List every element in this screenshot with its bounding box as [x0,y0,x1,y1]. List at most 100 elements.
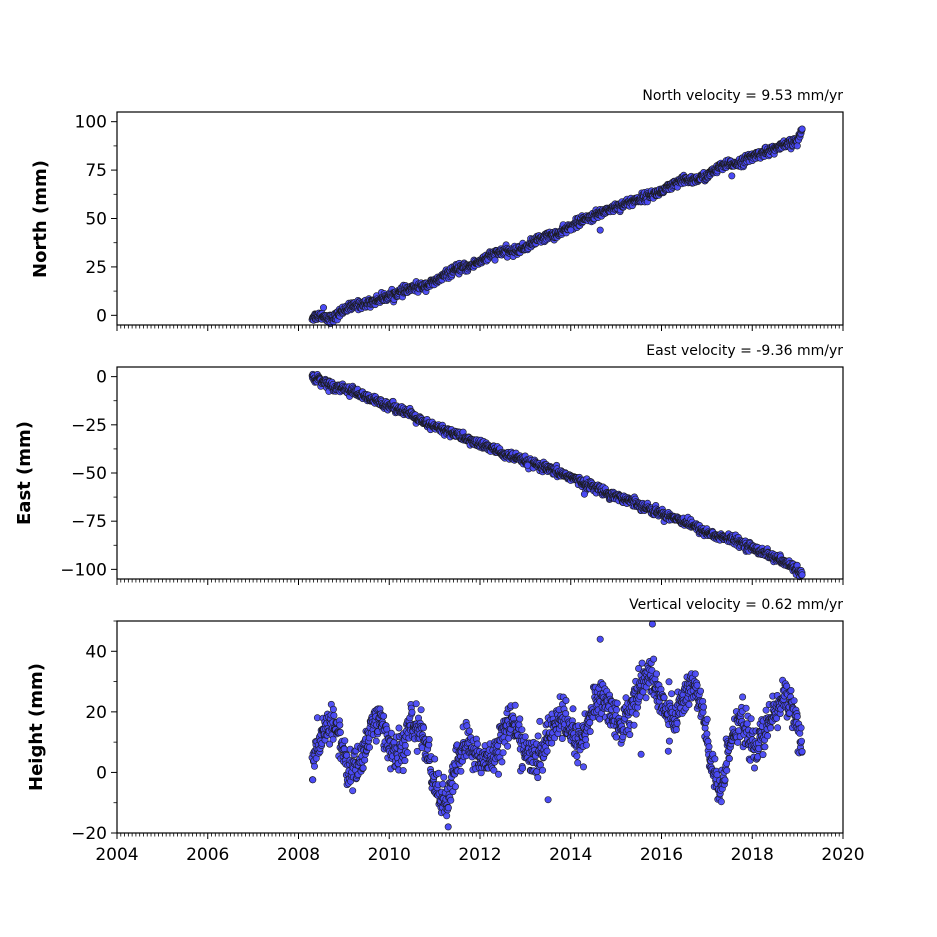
east-points [308,370,806,581]
height-data-point [774,724,782,732]
north-outlier-point [728,172,736,180]
east-ylabel: East (mm) [14,421,35,525]
x-tick-label: 2008 [277,845,320,865]
height-data-point [734,738,742,746]
height-data-point [703,730,711,738]
north-panel: North velocity = 9.53 mm/yr 0 25 50 75 100 N… [30,88,844,331]
height-data-point [444,804,452,812]
height-outlier-point [544,796,552,804]
x-tick-label: 2012 [458,845,501,865]
north-y-tick-label: 75 [85,161,107,181]
height-y-tick-label: 20 [85,703,107,723]
height-data-point [759,751,767,759]
north-y-tick-label: 0 [96,306,107,326]
height-data-point [443,812,451,820]
north-y-tick-label: 100 [75,113,107,133]
height-data-point [511,701,519,709]
east-panel: East velocity = -9.36 mm/yr −100 −75 −50 −2… [14,343,844,585]
height-data-point [365,743,373,751]
north-velocity-title: North velocity = 9.53 mm/yr [642,88,843,104]
height-data-point [401,757,409,765]
height-data-point [691,670,699,678]
x-tick-label: 2020 [821,845,864,865]
east-data-point [798,571,806,579]
height-data-point [582,741,590,749]
height-data-point [359,764,367,772]
height-data-point [673,719,681,727]
east-ticks: −100 −75 −50 −25 0 [60,368,844,585]
height-data-point [713,771,721,779]
height-data-point [310,762,318,770]
height-y-tick-label: −20 [71,824,107,844]
height-data-point [516,715,524,723]
east-y-tick-label: −25 [71,416,107,436]
height-data-point [399,767,407,775]
height-data-point [539,766,547,774]
height-data-point [747,715,755,723]
east-y-tick-label: −75 [71,512,107,532]
height-data-point [574,759,582,767]
height-data-point [668,690,676,698]
east-velocity-title: East velocity = -9.36 mm/yr [646,343,843,359]
x-tick-label: 2004 [95,845,138,865]
height-data-point [638,659,646,667]
height-data-point [309,776,317,784]
height-data-point [534,774,542,782]
height-data-point [767,724,775,732]
height-data-point [699,703,707,711]
height-data-point [626,731,634,739]
height-data-point [395,724,403,732]
east-y-tick-label: −100 [60,560,107,580]
height-data-point [613,699,621,707]
height-data-point [425,735,433,743]
height-data-point [519,764,527,772]
height-data-point [431,755,439,763]
vertical-velocity-title: Vertical velocity = 0.62 mm/yr [629,597,843,613]
height-data-point [451,783,459,791]
height-data-point [790,697,798,705]
height-data-point [420,724,428,732]
height-data-point [717,798,725,806]
x-tick-label: 2006 [186,845,229,865]
height-data-point [703,715,711,723]
height-data-point [499,749,507,757]
height-data-point [498,758,506,766]
north-data-point [491,256,499,264]
height-data-point [336,721,344,729]
north-outlier-point [319,304,327,312]
height-panel: Vertical velocity = 0.62 mm/yr −20 0 20 40 2… [26,597,865,865]
height-data-point [642,694,650,702]
north-ylabel: North (mm) [30,160,51,278]
height-data-point [750,764,758,772]
east-y-tick-label: 0 [96,368,107,388]
height-data-point [417,706,425,714]
height-data-point [504,742,512,750]
height-outlier-point [596,635,604,643]
height-data-point [739,693,747,701]
height-y-tick-label: 40 [85,642,107,662]
north-outlier-point [567,226,575,234]
north-ticks: 0 25 50 75 100 [75,113,844,331]
height-data-point [665,678,673,686]
height-data-point [329,705,337,713]
north-y-tick-label: 50 [85,210,107,230]
height-data-point [685,700,693,708]
height-outlier-point [444,823,452,831]
north-points [308,125,806,328]
height-data-point [711,755,719,763]
height-data-point [534,732,542,740]
height-data-point [536,717,544,725]
height-data-point [494,770,502,778]
x-tick-label: 2016 [640,845,683,865]
height-data-point [372,737,380,745]
height-data-point [380,712,388,720]
height-data-point [797,724,805,732]
height-data-point [762,706,770,714]
height-data-point [612,733,620,741]
height-data-point [672,726,680,734]
x-tick-label: 2010 [368,845,411,865]
height-data-point [586,727,594,735]
height-data-point [518,726,526,734]
north-data-point [798,125,806,133]
height-data-point [705,743,713,751]
